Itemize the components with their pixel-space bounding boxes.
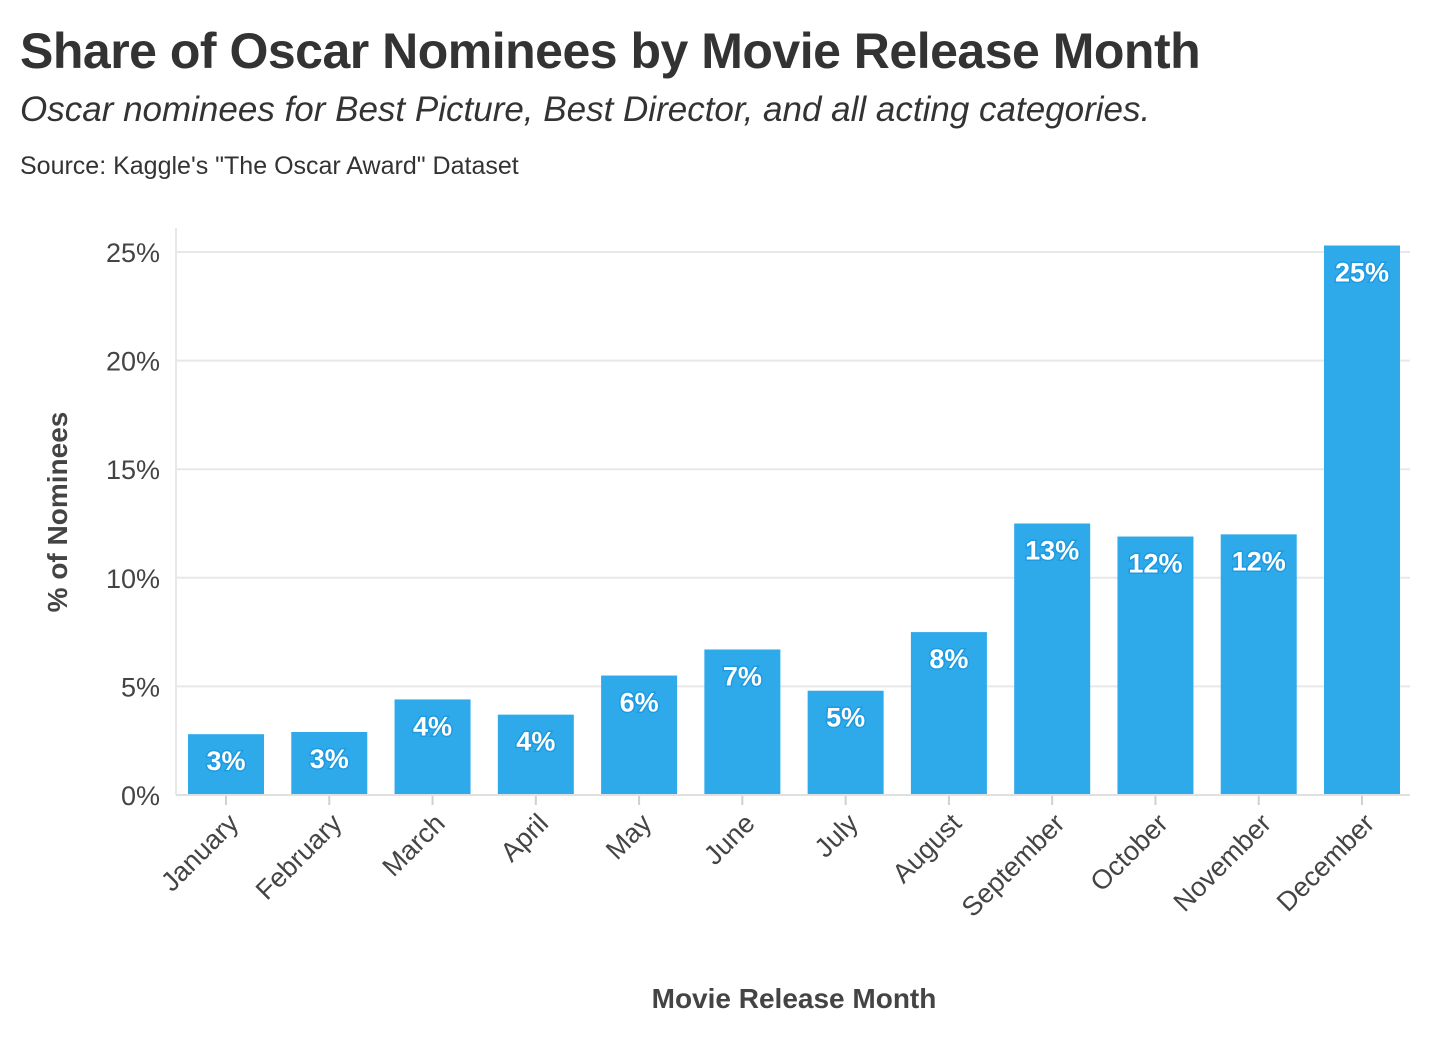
bar <box>910 632 987 795</box>
data-label: 25% <box>1335 257 1389 287</box>
data-label: 12% <box>1128 549 1182 579</box>
chart-source: Source: Kaggle's "The Oscar Award" Datas… <box>20 152 519 180</box>
data-label: 7% <box>723 661 762 691</box>
x-tick-label: February <box>250 808 348 906</box>
data-label: 5% <box>826 703 865 733</box>
x-tick-label: April <box>495 808 554 867</box>
y-tick-label: 0% <box>121 781 160 811</box>
bars <box>188 245 1400 795</box>
x-tick-label: October <box>1085 808 1174 897</box>
bar <box>807 690 884 795</box>
y-axis-title: % of Nominees <box>42 412 73 613</box>
data-label: 4% <box>413 711 452 741</box>
bar <box>601 675 678 795</box>
y-tick-label: 15% <box>106 455 160 485</box>
bar <box>1324 245 1400 795</box>
axes: 0% 5% 10% 15% 20% 25% January February March Apri… <box>106 228 1410 923</box>
data-label: 4% <box>516 727 555 757</box>
y-tick-label: 20% <box>106 347 160 377</box>
x-tick-label: March <box>377 808 451 882</box>
data-label: 12% <box>1232 546 1286 576</box>
chart-subtitle: Oscar nominees for Best Picture, Best Di… <box>20 90 1151 129</box>
data-label: 6% <box>620 688 659 718</box>
chart-title: Share of Oscar Nominees by Movie Release… <box>20 23 1201 79</box>
x-tick-label: August <box>886 808 967 889</box>
x-tick-label: December <box>1271 808 1380 917</box>
bar <box>291 732 368 795</box>
bar <box>1014 523 1091 795</box>
bar-labels: 3% 3% 4% 4% 6% 7% 5% 8% 13% 12% 12% 25% <box>205 256 1391 778</box>
x-tick-label: July <box>809 808 865 864</box>
x-tick-label: January <box>155 808 244 897</box>
bar <box>188 734 264 795</box>
y-tick-label: 5% <box>121 672 160 702</box>
y-tick-label: 25% <box>106 238 160 268</box>
bar <box>1117 536 1194 795</box>
x-tick-label: June <box>698 808 761 871</box>
data-label: 3% <box>206 746 245 776</box>
bar <box>704 649 781 795</box>
x-tick-label: May <box>600 808 658 866</box>
bar <box>497 714 574 795</box>
bar <box>1220 534 1297 795</box>
x-tick-label: November <box>1168 808 1277 917</box>
bar <box>394 699 471 795</box>
y-tick-label: 10% <box>106 564 160 594</box>
x-tick-label: September <box>956 808 1071 923</box>
x-axis-title: Movie Release Month <box>652 983 937 1014</box>
data-label: 13% <box>1025 536 1079 566</box>
data-label: 3% <box>310 744 349 774</box>
data-label: 8% <box>929 644 968 674</box>
